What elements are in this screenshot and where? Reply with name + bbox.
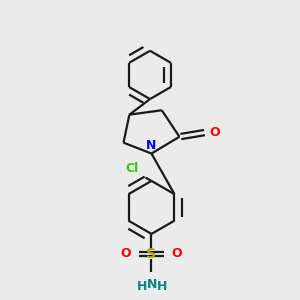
Text: N: N bbox=[146, 139, 157, 152]
Text: Cl: Cl bbox=[125, 162, 139, 175]
Text: S: S bbox=[146, 247, 157, 261]
Text: H: H bbox=[157, 280, 167, 292]
Text: O: O bbox=[209, 126, 220, 139]
Text: O: O bbox=[121, 248, 131, 260]
Text: O: O bbox=[172, 248, 182, 260]
Text: N: N bbox=[147, 278, 157, 291]
Text: H: H bbox=[137, 280, 147, 292]
